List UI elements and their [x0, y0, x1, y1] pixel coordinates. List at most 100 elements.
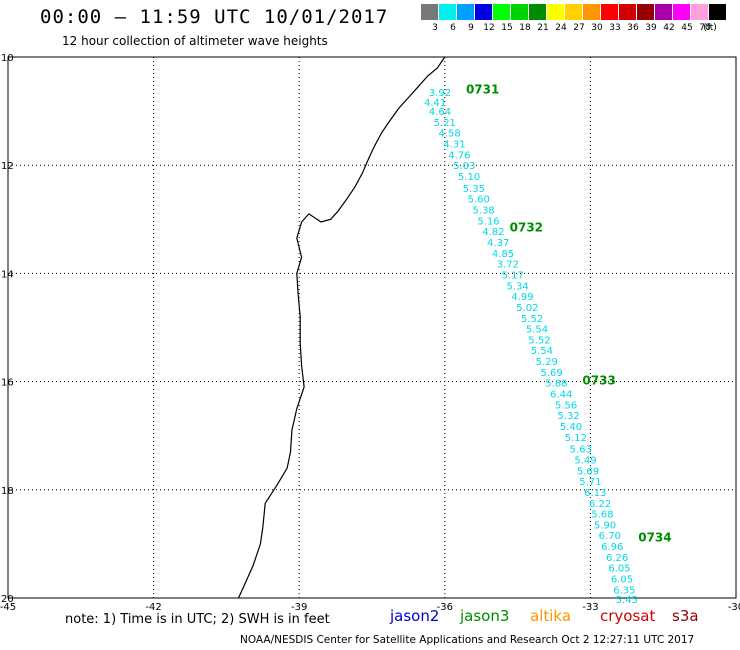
wave-height-value: 4.99 [511, 292, 533, 303]
longitude-tick-label: -33 [582, 602, 598, 613]
wave-height-value: 5.54 [531, 346, 553, 357]
wave-height-value: 4.37 [487, 238, 509, 249]
satellite-legend-item: jason3 [460, 607, 510, 625]
longitude-tick-label: -45 [0, 602, 16, 613]
track-time-label: 0734 [638, 530, 671, 544]
latitude-tick-label: 12 [1, 161, 14, 172]
wave-height-value: 5.71 [579, 477, 601, 488]
scale-label: 45 [681, 23, 693, 33]
wave-height-value: 5.54 [526, 325, 548, 336]
scale-label: 42 [663, 23, 675, 33]
wave-height-value: 5.16 [477, 216, 499, 227]
wave-height-value: 3.72 [497, 260, 519, 271]
wave-height-value: 5.69 [577, 466, 599, 477]
scale-label: 18 [519, 23, 531, 33]
scale-swatch [601, 4, 618, 20]
satellite-legend-item: jason2 [390, 607, 440, 625]
wave-height-value: 6.13 [584, 488, 606, 499]
wave-height-value: 5.10 [458, 172, 480, 183]
scale-swatch [655, 4, 672, 20]
wave-height-value: 5.56 [555, 400, 577, 411]
wave-height-value: 6.05 [608, 564, 630, 575]
wave-height-value: 6.05 [611, 575, 633, 586]
scale-label: 6 [450, 23, 456, 33]
scale-swatch [691, 4, 708, 20]
scale-label: 39 [645, 23, 657, 33]
wave-height-value: 4.82 [482, 227, 504, 238]
wave-height-value: 3.92 [429, 88, 451, 99]
wave-height-value: 6.70 [599, 531, 621, 542]
coastline [237, 56, 446, 599]
wave-height-value: 5.38 [472, 206, 494, 217]
wave-height-value: 5.60 [468, 195, 490, 206]
scale-label: 3 [432, 23, 438, 33]
scale-label: 30 [591, 23, 603, 33]
longitude-tick-label: -42 [145, 602, 161, 613]
scale-swatch [457, 4, 474, 20]
track-time-label: 0733 [582, 374, 615, 388]
scale-swatch [493, 4, 510, 20]
scale-swatch [583, 4, 600, 20]
wave-height-value: 4.41 [424, 98, 446, 109]
scale-swatch [619, 4, 636, 20]
wave-height-value: 5.88 [545, 379, 567, 390]
map-subtitle: 12 hour collection of altimeter wave hei… [62, 34, 328, 48]
scale-swatch [511, 4, 528, 20]
scale-label: 9 [468, 23, 474, 33]
wave-height-value: 5.69 [540, 368, 562, 379]
wave-height-value: 5.12 [565, 433, 587, 444]
scale-swatch [565, 4, 582, 20]
satellite-legend-item: s3a [672, 607, 699, 625]
latitude-tick-label: 20 [1, 594, 14, 605]
wave-height-value: 4.76 [448, 150, 470, 161]
wave-height-value: 6.26 [606, 553, 628, 564]
note-text: note: 1) Time is in UTC; 2) SWH is in fe… [65, 612, 330, 627]
wave-height-value: 5.03 [453, 161, 475, 172]
scale-label: 15 [501, 23, 513, 33]
wave-height-value: 6.44 [550, 390, 572, 401]
track-time-label: 0731 [466, 82, 499, 96]
latitude-tick-label: 18 [1, 486, 14, 497]
wave-height-value: 5.32 [557, 411, 579, 422]
map-frame [7, 56, 737, 599]
scale-swatch [709, 4, 726, 20]
longitude-tick-label: -39 [291, 602, 307, 613]
scale-swatch [547, 4, 564, 20]
scale-swatch [439, 4, 456, 20]
scale-swatch [673, 4, 690, 20]
wave-height-value: 4.64 [429, 107, 451, 118]
satellite-legend-item: cryosat [600, 607, 656, 625]
scale-label: 70 [699, 23, 711, 33]
longitude-tick-label: -36 [437, 602, 453, 613]
latitude-tick-label: 10 [1, 53, 14, 64]
wave-height-value: 5.29 [536, 357, 558, 368]
map-title: 00:00 – 11:59 UTC 10/01/2017 [40, 6, 389, 28]
wave-height-value: 5.52 [521, 314, 543, 325]
scale-swatch [529, 4, 546, 20]
wave-height-value: 5.02 [516, 303, 538, 314]
scale-label: 12 [483, 23, 495, 33]
wave-height-value: 4.31 [443, 140, 465, 151]
scale-label: 33 [609, 23, 621, 33]
wave-height-value: 6.22 [589, 499, 611, 510]
track-time-label: 0732 [510, 220, 543, 234]
wave-height-value: 5.17 [502, 270, 524, 281]
longitude-tick-label: -30 [728, 602, 740, 613]
wave-height-value: 5.63 [570, 445, 592, 456]
scale-label: 21 [537, 23, 549, 33]
wave-height-value: 5.35 [463, 184, 485, 195]
latitude-tick-label: 14 [1, 269, 14, 280]
wave-height-value: 5.49 [574, 456, 596, 467]
wave-height-value: 4.58 [439, 129, 461, 140]
scale-label: 27 [573, 23, 585, 33]
wave-height-value: 6.96 [601, 542, 623, 553]
wave-height-value: 5.40 [560, 422, 582, 433]
credit-text: NOAA/NESDIS Center for Satellite Applica… [240, 634, 695, 646]
satellite-legend-item: altika [530, 607, 572, 625]
wave-height-value: 5.52 [528, 335, 550, 346]
scale-swatch [475, 4, 492, 20]
scale-swatch [637, 4, 654, 20]
wave-height-value: 5.21 [434, 118, 456, 129]
scale-swatch [421, 4, 438, 20]
